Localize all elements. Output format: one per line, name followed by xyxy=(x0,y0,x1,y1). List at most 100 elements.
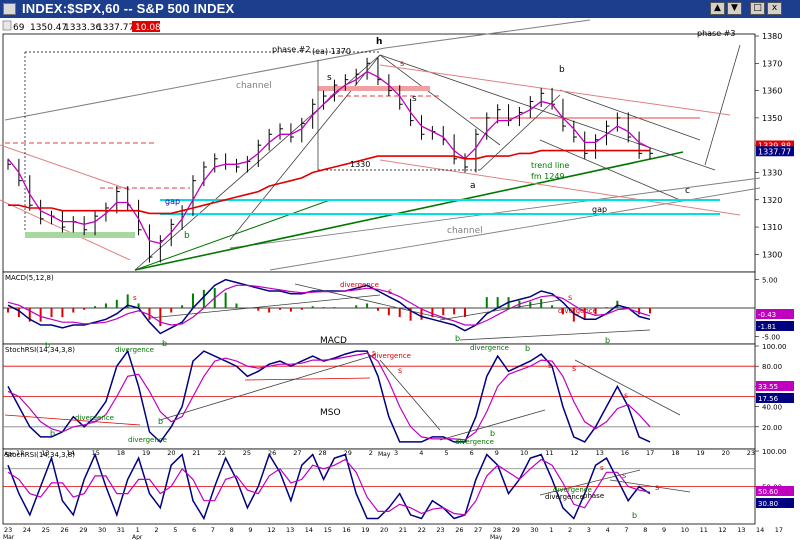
close-button[interactable]: x xyxy=(767,2,782,15)
osc-annotation: divergence xyxy=(558,307,597,315)
last-price-label: 1337.77 xyxy=(758,147,791,156)
lower-date-tick: 14 xyxy=(305,526,313,534)
upper-date-tick: 18 xyxy=(117,449,125,457)
scroll-up-button[interactable]: ▲ xyxy=(710,2,725,15)
scroll-down-button[interactable]: ▼ xyxy=(727,2,742,15)
upper-date-tick: 11 xyxy=(545,449,553,457)
osc-annotation: b xyxy=(490,429,495,438)
pink-channel-lower xyxy=(379,159,741,216)
osc-trendline xyxy=(149,294,381,319)
osc-trendline xyxy=(294,283,451,321)
window-title: INDEX:$SPX,60 -- S&P 500 INDEX xyxy=(22,1,235,16)
lower-date-tick: 7 xyxy=(211,526,215,534)
upper-date-tick: 19 xyxy=(696,449,704,457)
lower-date-tick: 19 xyxy=(361,526,369,534)
quote-open: 1350.47 xyxy=(30,23,67,33)
pink-top-box xyxy=(318,86,430,91)
panel-title: StochRSI(14,34,3,8) xyxy=(5,346,75,354)
price-annotation: phase #3 xyxy=(697,29,735,38)
osc-annotation: divergence xyxy=(115,346,154,354)
fan-line-2 xyxy=(229,54,381,241)
lower-date-tick: 1 xyxy=(549,526,553,534)
fan-line-7 xyxy=(379,54,716,171)
lower-date-tick: 23 xyxy=(436,526,444,534)
lower-date-tick: 10 xyxy=(681,526,689,534)
channel-top-line xyxy=(384,19,591,49)
osc-annotation: b xyxy=(525,344,530,353)
upper-month-label: Apr xyxy=(4,451,15,458)
lower-date-tick: 7 xyxy=(624,526,628,534)
quote-icon xyxy=(2,20,12,31)
osc-annotation: s xyxy=(600,464,604,472)
osc-annotation: s xyxy=(398,366,402,375)
lower-date-tick: 27 xyxy=(474,526,482,534)
lower-date-tick: 12 xyxy=(267,526,275,534)
quote-change-box xyxy=(132,21,160,32)
lower-date-tick: 26 xyxy=(60,526,68,534)
lower-date-tick: 20 xyxy=(380,526,388,534)
lower-date-tick: 8 xyxy=(230,526,234,534)
price-ma_short-line xyxy=(7,70,651,245)
osc-annotation: MSO xyxy=(320,408,341,418)
upper-date-tick: 13 xyxy=(596,449,604,457)
osc-trendline xyxy=(379,359,441,431)
price-annotation: s xyxy=(412,94,417,104)
upper-date-tick: 28 xyxy=(318,449,326,457)
price-ytick-label: 1330 xyxy=(762,168,782,177)
upper-date-tick: 3 xyxy=(394,449,398,457)
price-ytick-label: 1320 xyxy=(762,196,782,205)
lower-date-tick: 3 xyxy=(587,526,591,534)
channel-bottom-line xyxy=(269,187,761,271)
upper-date-tick: 26 xyxy=(268,449,276,457)
chart-app-icon xyxy=(3,3,16,15)
lower-date-tick: 30 xyxy=(98,526,106,534)
osc-trendline xyxy=(459,329,651,341)
osc-annotation: s xyxy=(548,361,552,370)
price-annotation: fm 1249 xyxy=(531,172,565,181)
lower-month-label: Mar xyxy=(3,534,15,540)
osc-annotation: divergence xyxy=(75,414,114,422)
upper-date-tick: 20 xyxy=(722,449,730,457)
lower-date-tick: 16 xyxy=(342,526,350,534)
osc-annotation: s xyxy=(133,294,137,302)
osc-trendline xyxy=(4,414,141,426)
lower-date-tick: 11 xyxy=(700,526,708,534)
osc-slow-line xyxy=(7,352,651,441)
quote-bar: 69 1350.47 1333.36 1337.77 10.08 xyxy=(0,19,800,33)
lower-date-tick: 21 xyxy=(399,526,407,534)
green-trendline-2 xyxy=(134,199,331,271)
price-ytick-label: 1350 xyxy=(762,114,782,123)
price-annotation: b xyxy=(184,231,190,241)
osc-last-value-label: 30.80 xyxy=(758,500,778,508)
osc-last-value-box xyxy=(756,309,794,319)
osc-trendline xyxy=(574,359,681,416)
upper-date-tick: 22 xyxy=(218,449,226,457)
maximize-button[interactable]: □ xyxy=(750,2,765,15)
fan-line-4 xyxy=(479,94,561,171)
osc-annotation: b xyxy=(45,341,50,350)
price-ytick-label: 1310 xyxy=(762,223,782,232)
price-annotation: trend line xyxy=(531,161,569,170)
osc-annotation: s xyxy=(388,287,392,296)
quote-close: 10.08 xyxy=(135,23,161,33)
price-annotation: s xyxy=(327,73,332,83)
osc-annotation: s xyxy=(568,293,572,302)
price-ytick-label: 1360 xyxy=(762,87,782,96)
osc-annotation: s xyxy=(624,391,628,400)
price-annotation: channel xyxy=(236,81,272,91)
osc-annotation: divergence xyxy=(128,436,167,444)
upper-date-tick: 5 xyxy=(444,449,448,457)
lower-date-tick: 13 xyxy=(286,526,294,534)
upper-date-tick: 21 xyxy=(192,449,200,457)
osc-trendline xyxy=(439,299,561,321)
quote-high: 1333.36 xyxy=(64,23,101,33)
osc-annotation: s xyxy=(622,471,626,480)
lower-date-tick: 17 xyxy=(775,526,783,534)
upper-date-tick: 17 xyxy=(646,449,654,457)
osc-trendline xyxy=(244,377,371,381)
lower-date-tick: 28 xyxy=(493,526,501,534)
lower-date-tick: 24 xyxy=(23,526,31,534)
osc-trendline xyxy=(439,409,546,441)
osc-annotation: divergence xyxy=(455,438,494,446)
